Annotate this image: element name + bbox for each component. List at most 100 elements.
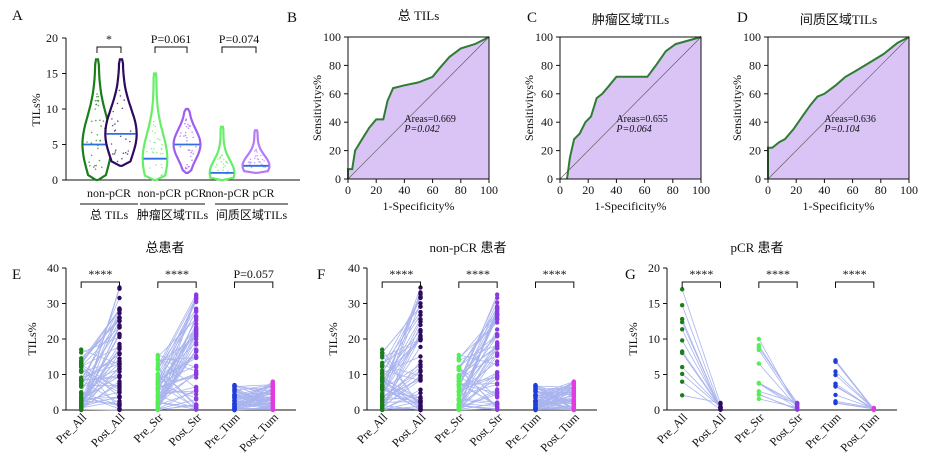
y-tick-label: 20 [329,144,341,158]
x-axis-label: 1-Specificity% [383,199,455,213]
violin-dot [189,125,192,127]
pair-line [157,308,197,370]
x-tick-label: Post_Tum [537,410,582,455]
violin-dot [250,161,252,164]
panel-letter-G: G [625,267,636,283]
pair-line [381,338,421,381]
panel-letter-A: A [12,8,23,24]
pre-point [833,369,838,374]
pair-line [758,382,798,404]
significance-bracket [154,46,188,53]
violin-dot [97,100,100,102]
pair-line [835,360,875,410]
violin-dot [219,157,221,160]
pre-point [232,386,237,391]
reference-line [767,36,910,180]
violin-dot [149,140,151,142]
pre-point [379,403,385,408]
pair-line [234,385,273,392]
post-point [117,311,122,316]
pair-line [157,301,197,375]
panel-d-roc-chart: 00 20 20 40 40 60 60 80 80 100 100 间质区域TILs 1-Specif… [730,12,918,213]
y-tick-label: 20 [541,144,553,158]
pair-line [80,297,120,387]
chart-title: 总 TILs [398,8,440,23]
violin-dot [250,166,253,169]
pair-line [157,390,197,394]
violin-dot [117,120,119,122]
pre-point [155,394,161,400]
violin-dot [183,135,185,137]
violin-dot [190,151,192,154]
pre-point [679,287,685,292]
violin-dot [154,125,157,128]
x-tick-label: non-pCR [87,186,131,200]
post-point [193,368,199,373]
violin-dot [253,157,256,159]
y-tick-label: 10 [348,368,360,382]
post-point [418,390,423,396]
roc-curve [566,36,702,180]
x-tick-label: Post_Tum [236,410,281,455]
y-tick-label: 80 [749,58,761,72]
pair-line [535,388,574,405]
y-tick-label: 100 [323,30,341,44]
violin-dot [187,123,189,126]
post-point [193,299,199,305]
violin-dot [113,153,116,155]
post-point [418,334,423,340]
p-value-text: P=0.104 [823,124,859,135]
violin-dot [95,103,98,106]
pair-line [835,394,874,409]
violin-dot [185,125,188,128]
post-point [193,318,199,323]
violin-dot [258,160,260,163]
violin-dot [249,163,251,165]
pre-point [756,361,762,366]
pair-line [381,324,421,411]
pre-point [456,376,462,381]
significance-label: **** [88,267,112,281]
y-tick-label: 20 [749,144,761,158]
post-point [193,402,199,407]
violin-dot [186,167,188,170]
pair-line [458,376,498,398]
violin-dot [255,149,257,152]
auc-text: Areas=0.655 [616,114,667,125]
significance-label: **** [543,267,567,281]
significance-label: P=0.061 [151,32,191,46]
violin-dot [191,131,193,133]
post-point [418,373,423,379]
pair-line [758,383,798,409]
violin-dot [191,159,193,161]
pre-point [78,407,84,412]
pair-line [234,393,273,404]
pair-line [157,368,197,405]
pair-line [81,400,120,404]
post-point [117,295,122,301]
post-point [418,376,423,382]
x-axis-label: 1-Specificity% [595,199,667,213]
significance-bracket [157,281,197,288]
pre-point [155,399,161,404]
x-tick-label: Pre_Str [732,410,767,445]
pair-line [535,382,575,403]
post-point [494,400,500,405]
y-tick-label: 40 [749,115,761,129]
y-axis-label: Sensitivitys% [522,75,536,141]
violin-dot [88,161,90,163]
pair-line [681,352,721,409]
post-point [193,321,199,326]
violin-dot [95,139,98,142]
pre-point [756,343,762,348]
violin-dot [151,151,154,153]
pair-line [382,392,421,410]
violin-dot [127,150,130,152]
y-tick-label: 15 [648,297,660,311]
p-value-text: P=0.064 [615,124,651,135]
pre-point [379,360,385,365]
pair-line [681,381,721,410]
pair-line [234,397,273,405]
panel-b-roc-chart: 00 20 20 40 40 60 60 80 80 100 100 总 TILs 1-Specific… [310,8,498,213]
